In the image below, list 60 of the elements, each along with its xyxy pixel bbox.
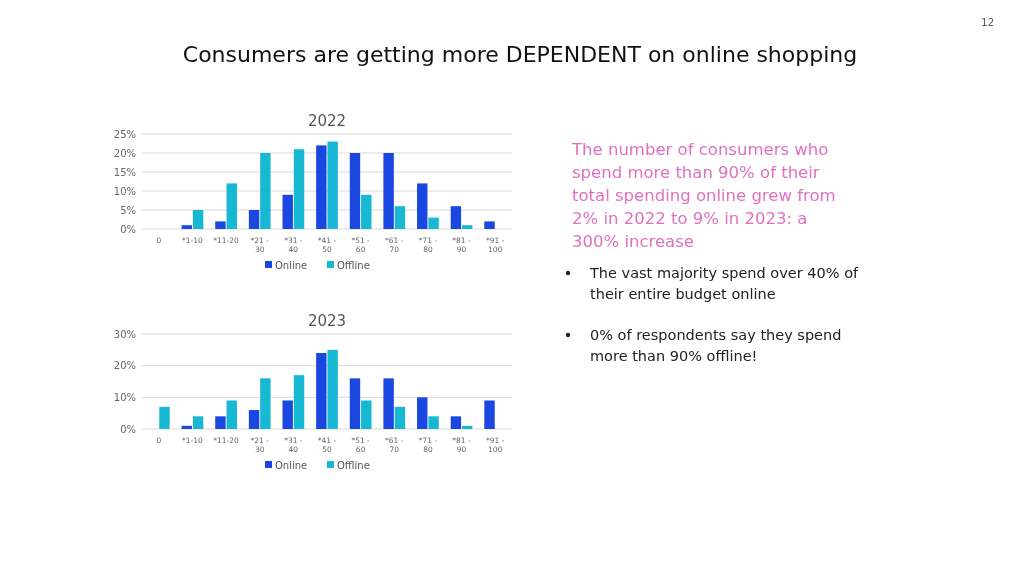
bar: [316, 145, 327, 229]
bar: [428, 416, 439, 429]
y-tick-label: 0%: [120, 223, 136, 235]
y-tick-label: 0%: [120, 423, 136, 435]
bar: [383, 153, 394, 229]
bar: [327, 349, 338, 429]
bar: [192, 210, 204, 229]
bar: [428, 217, 439, 229]
bar: [159, 406, 170, 429]
y-tick-label: 5%: [120, 204, 136, 216]
bar: [450, 206, 462, 229]
legend-label: Offline: [337, 459, 370, 471]
bar: [226, 400, 237, 429]
bar: [248, 410, 260, 429]
legend-label: Online: [275, 259, 308, 271]
legend-label: Online: [275, 459, 308, 471]
bar: [192, 416, 204, 429]
text: 0% of respondents say they spend more than 90% offline!: [590, 327, 842, 364]
text: The vast majority spend over 40% of their entire budget online: [589, 265, 859, 302]
bar: [181, 225, 192, 229]
text: 12: [981, 17, 994, 28]
text: The number of consumers who spend more than 90% of their total spending online grew from 2% in 2022 to 9% in 2023: a 300% increase: [571, 140, 836, 251]
chart-title: 2022: [307, 112, 347, 130]
y-tick-label: 10%: [113, 391, 136, 403]
bar: [282, 400, 293, 429]
bar: [215, 416, 226, 429]
bar: [349, 378, 361, 429]
bar: [327, 141, 338, 229]
bar: [462, 425, 473, 429]
bar: [181, 425, 192, 429]
bar: [361, 194, 372, 229]
bar: [417, 397, 428, 429]
bar: [484, 221, 495, 229]
bar: [293, 375, 305, 429]
bar: [394, 206, 406, 229]
y-tick-label: 25%: [113, 128, 136, 140]
bar: [450, 416, 462, 429]
bar: [260, 153, 271, 229]
y-tick-label: 15%: [113, 166, 136, 178]
bar: [484, 400, 495, 429]
text: Consumers are getting more DEPENDENT on online shopping: [182, 42, 858, 67]
bar: [417, 183, 428, 229]
bar: [226, 183, 237, 229]
bar: [282, 194, 293, 229]
y-tick-label: 30%: [113, 328, 136, 340]
bar: [462, 225, 473, 229]
y-tick-label: 10%: [113, 185, 136, 197]
bar: [293, 149, 305, 229]
y-tick-label: 20%: [113, 360, 136, 372]
legend-label: Offline: [337, 259, 370, 271]
bar: [260, 378, 271, 429]
bar: [248, 210, 260, 229]
bar: [361, 400, 372, 429]
bar: [349, 153, 361, 229]
bar: [394, 406, 406, 429]
bar: [383, 378, 394, 429]
chart-title: 2023: [307, 312, 347, 330]
bar: [215, 221, 226, 229]
bar: [316, 353, 327, 429]
y-tick-label: 20%: [113, 147, 136, 159]
